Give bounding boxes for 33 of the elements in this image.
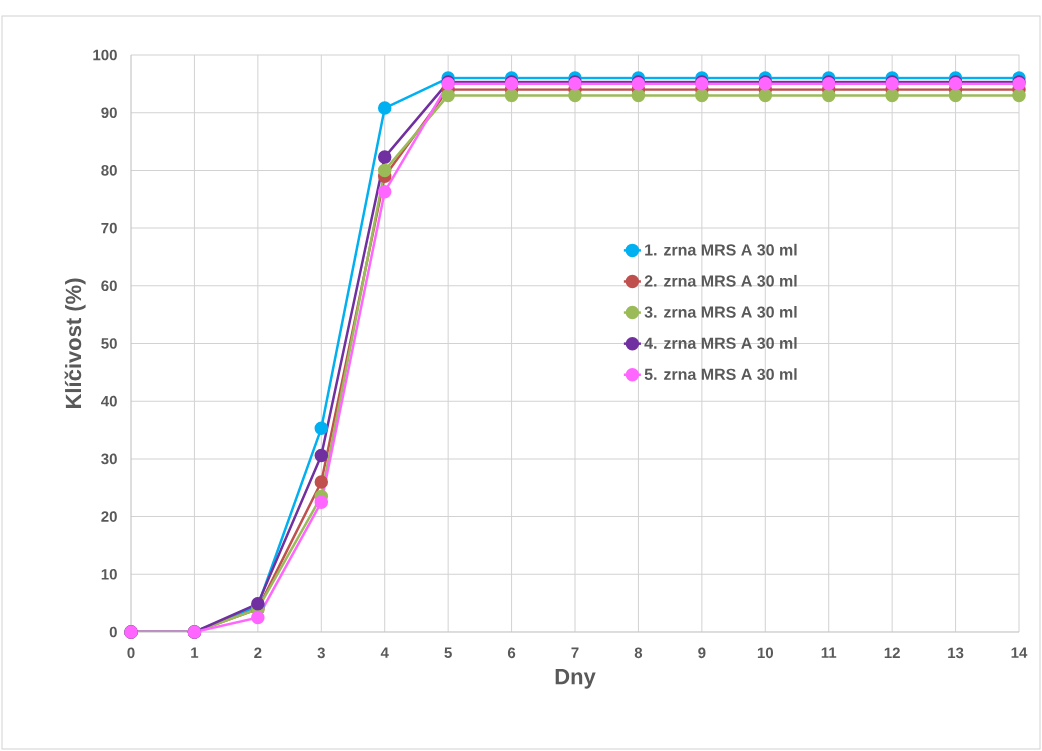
x-tick-label: 10 [757,647,773,659]
x-tick-label: 9 [698,647,706,659]
y-tick-label: 60 [101,280,117,292]
x-tick-label: 6 [507,647,516,659]
x-tick-label: 4 [380,647,389,658]
x-tick-label: 5 [444,647,452,658]
x-tick-label: 3 [317,647,325,659]
x-tick-label: 14 [1011,647,1028,658]
legend-label: 4. zrna MRS A 30 ml [644,337,797,349]
x-tick-label: 11 [821,647,837,658]
x-tick-label: 2 [254,647,262,658]
y-tick-label: 80 [101,165,117,176]
y-tick-label: 70 [101,222,117,234]
legend-label: 2. zrna MRS A 30 ml [644,274,797,287]
y-tick-label: 0 [109,626,117,638]
y-tick-label: 30 [101,453,117,465]
legend-label: 1. zrna MRS A 30 ml [645,243,797,256]
y-tick-label: 10 [101,568,117,580]
x-tick-label: 1 [191,647,199,658]
x-axis-title: Dny [555,669,596,689]
x-tick-label: 13 [948,647,964,659]
legend-label: 3. zrna MRS A 30 ml [644,306,797,318]
y-tick-label: 20 [101,511,117,522]
x-tick-label: 12 [884,647,900,658]
x-tick-label: 0 [127,647,135,659]
x-tick-label: 8 [634,647,643,659]
y-axis-title: Klíčivost (%) [64,278,86,409]
x-tick-label: 7 [571,647,579,658]
y-tick-label: 90 [101,107,117,118]
y-tick-label: 40 [101,395,117,407]
y-tick-label: 100 [93,49,117,61]
y-tick-label: 50 [101,338,117,349]
legend-label: 5. zrna MRS A 30 ml [644,368,797,380]
